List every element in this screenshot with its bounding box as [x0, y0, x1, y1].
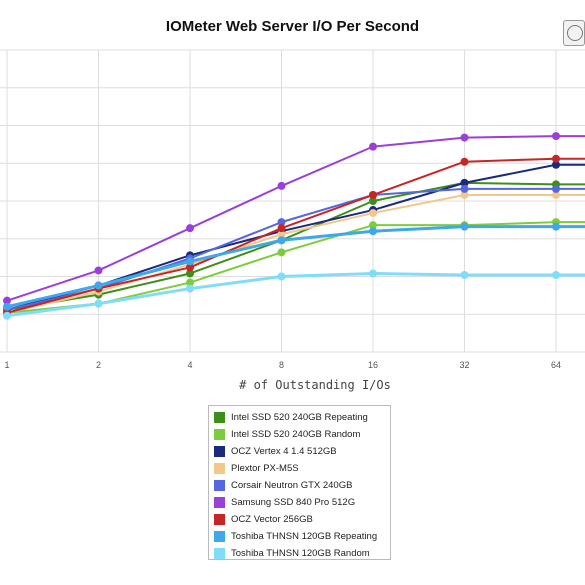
series-intel-ssd-520-240gb-random	[3, 218, 585, 317]
legend-item: OCZ Vertex 4 1.4 512GB	[214, 443, 390, 460]
series-line	[6, 187, 585, 311]
legend-label: OCZ Vector 256GB	[231, 514, 313, 525]
legend-swatch	[214, 480, 225, 491]
series-line	[6, 271, 585, 318]
data-point	[3, 296, 11, 305]
data-point	[460, 133, 469, 142]
x-tick-label: 2	[96, 360, 101, 370]
series-lines	[3, 132, 585, 320]
x-tick-label: 4	[187, 360, 192, 370]
data-point	[3, 302, 11, 311]
legend-swatch	[214, 429, 225, 440]
legend-label: Plextor PX-M5S	[231, 463, 299, 474]
data-point	[460, 222, 469, 231]
data-point	[186, 284, 194, 293]
grid	[0, 49, 585, 353]
legend: Intel SSD 520 240GB Repeating Intel SSD 5…	[208, 405, 391, 560]
x-tick-label: 1	[4, 360, 9, 370]
data-point	[369, 209, 377, 218]
series-plextor-px-m5s	[3, 190, 585, 317]
data-point	[369, 142, 377, 151]
legend-swatch	[214, 412, 225, 423]
data-point	[460, 178, 469, 187]
series-line	[6, 157, 585, 314]
x-tick-label: 64	[551, 360, 561, 370]
data-point	[460, 190, 469, 199]
data-point	[277, 248, 286, 257]
data-point	[186, 224, 194, 233]
legend-item: Corsair Neutron GTX 240GB	[214, 477, 390, 494]
data-point	[186, 278, 194, 287]
legend-item: Samsung SSD 840 Pro 512G	[214, 494, 390, 511]
data-point	[460, 157, 469, 166]
legend-label: Samsung SSD 840 Pro 512G	[231, 497, 356, 508]
data-point	[277, 236, 286, 245]
legend-swatch	[214, 497, 225, 508]
data-point	[552, 160, 560, 169]
x-tick-label: 8	[279, 360, 284, 370]
data-point	[186, 257, 194, 266]
data-point	[94, 299, 103, 308]
data-point	[552, 270, 560, 279]
legend-item: Intel SSD 520 240GB Repeating	[214, 409, 390, 426]
data-point	[460, 270, 469, 279]
legend-label: Corsair Neutron GTX 240GB	[231, 480, 353, 491]
legend-swatch	[214, 463, 225, 474]
x-tick-label: 16	[368, 360, 378, 370]
series-samsung-ssd-840-pro-512g	[3, 132, 585, 305]
data-point	[186, 269, 194, 278]
legend-label: Intel SSD 520 240GB Repeating	[231, 412, 368, 423]
data-point	[3, 311, 11, 320]
data-point	[277, 224, 286, 233]
data-point	[277, 181, 286, 190]
legend-item: Toshiba THNSN 120GB Random	[214, 545, 390, 562]
series-line	[6, 225, 585, 309]
data-point	[186, 263, 194, 272]
legend-swatch	[214, 446, 225, 457]
data-point	[94, 281, 103, 290]
legend-swatch	[214, 531, 225, 542]
legend-item: OCZ Vector 256GB	[214, 511, 390, 528]
legend-label: Intel SSD 520 240GB Random	[231, 429, 361, 440]
data-point	[277, 218, 286, 227]
x-axis-label: # of Outstanding I/Os	[239, 378, 391, 392]
data-point	[552, 154, 560, 163]
legend-item: Intel SSD 520 240GB Random	[214, 426, 390, 443]
series-toshiba-thnsn-120gb-repeating	[3, 222, 585, 311]
data-point	[552, 190, 560, 199]
data-point	[369, 269, 377, 278]
legend-item: Toshiba THNSN 120GB Repeating	[214, 528, 390, 545]
legend-swatch	[214, 548, 225, 559]
legend-swatch	[214, 514, 225, 525]
data-point	[552, 222, 560, 231]
legend-label: OCZ Vertex 4 1.4 512GB	[231, 446, 337, 457]
line-chart-plot: 1 2 4 8 16 32 64 # of Outstanding I/Os	[0, 49, 585, 392]
chart-title: IOMeter Web Server I/O Per Second	[165, 18, 420, 35]
legend-label: Toshiba THNSN 120GB Repeating	[231, 531, 378, 542]
data-point	[369, 227, 377, 236]
series-line	[6, 193, 585, 314]
x-tick-label: 32	[459, 360, 469, 370]
data-point	[277, 230, 286, 239]
data-point	[369, 190, 377, 199]
series-line	[6, 221, 585, 314]
data-point	[369, 197, 377, 205]
data-point	[552, 184, 560, 193]
data-point	[94, 266, 103, 275]
data-point	[552, 132, 560, 141]
series-line	[6, 135, 585, 302]
data-point	[369, 221, 377, 230]
legend-item: Plextor PX-M5S	[214, 460, 390, 477]
series-toshiba-thnsn-120gb-random	[3, 269, 585, 320]
x-tick-labels: 1 2 4 8 16 32 64	[4, 360, 561, 370]
data-point	[277, 272, 286, 281]
legend-label: Toshiba THNSN 120GB Random	[231, 548, 370, 559]
data-point	[460, 184, 469, 193]
